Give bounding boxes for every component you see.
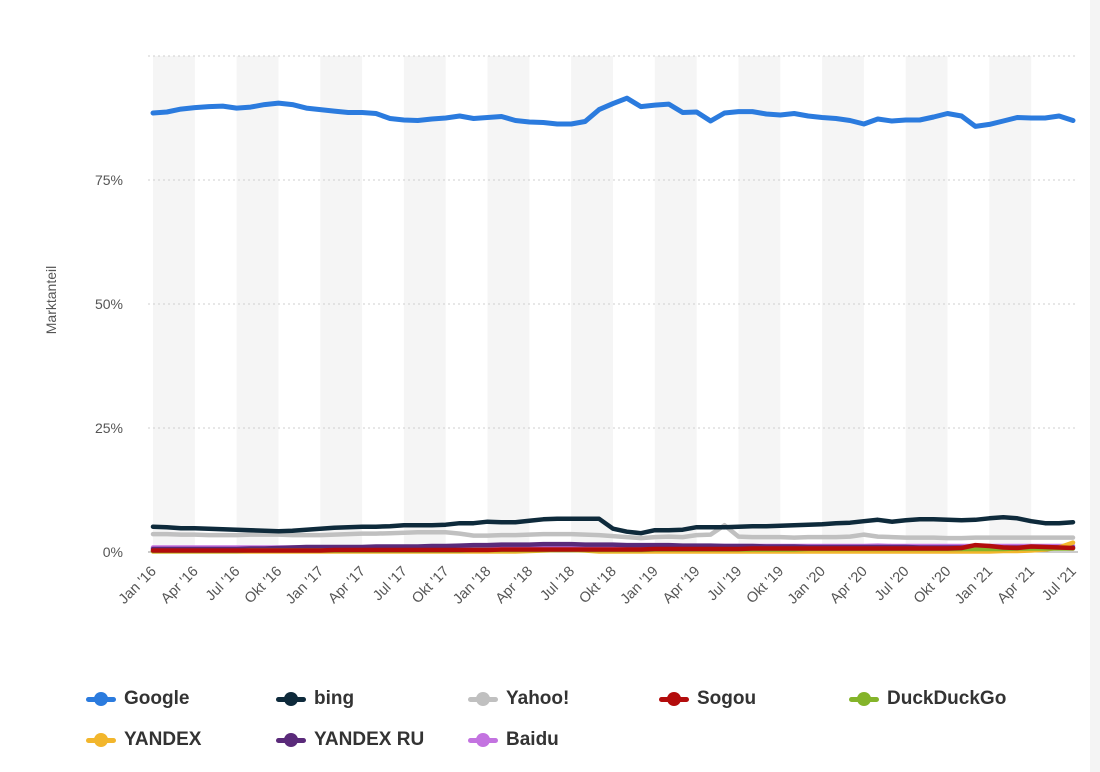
legend-swatch-icon [468, 692, 498, 706]
legend-label: DuckDuckGo [887, 688, 1007, 709]
legend-swatch-icon [86, 733, 116, 747]
y-axis-label: Marktanteil [43, 266, 59, 334]
x-tick-label: Apr '21 [995, 564, 1038, 607]
legend-swatch-icon [86, 692, 116, 706]
legend-item-duckduckgo[interactable]: DuckDuckGo [849, 682, 1006, 716]
legend-item-bing[interactable]: bing [276, 682, 354, 716]
x-tick-label: Jan '20 [785, 564, 829, 608]
x-tick-label: Okt '16 [242, 564, 285, 607]
legend-item-baidu[interactable]: Baidu [468, 723, 559, 757]
x-tick-label: Jul '21 [1039, 564, 1080, 605]
y-tick-label: 50% [95, 296, 123, 312]
background-band [320, 56, 363, 552]
x-tick-label: Apr '16 [158, 564, 201, 607]
series-line-yahoo[interactable] [150, 522, 1076, 541]
y-axis-ticks: 0% 25% 50% 75% [95, 172, 123, 560]
y-tick-label: 25% [95, 420, 123, 436]
x-tick-label: Jul '18 [537, 564, 578, 605]
legend-label: Google [124, 688, 190, 709]
legend-label: YANDEX RU [314, 729, 425, 750]
x-tick-label: Jan '19 [618, 564, 662, 608]
legend-label: YANDEX [124, 729, 202, 750]
legend-swatch-icon [276, 733, 306, 747]
series-line-google[interactable] [150, 95, 1076, 129]
x-tick-label: Jan '17 [283, 564, 327, 608]
legend-swatch-icon [659, 692, 689, 706]
x-tick-label: Okt '19 [744, 564, 787, 607]
series-lines [150, 95, 1076, 554]
legend-item-yahoo[interactable]: Yahoo! [468, 682, 569, 716]
x-tick-label: Apr '19 [660, 564, 703, 607]
legend-label: Sogou [697, 688, 757, 709]
legend-item-yandex[interactable]: YANDEX [86, 723, 201, 757]
right-edge-scrollbar[interactable] [1090, 0, 1100, 772]
x-tick-label: Jan '18 [450, 564, 494, 608]
background-band [236, 56, 279, 552]
x-tick-label: Apr '20 [827, 564, 870, 607]
legend-label: Yahoo! [506, 688, 570, 709]
legend-label: Baidu [506, 729, 559, 750]
background-band [905, 56, 948, 552]
x-tick-label: Jul '17 [370, 564, 411, 605]
y-tick-label: 0% [103, 544, 123, 560]
background-band [571, 56, 613, 552]
x-tick-label: Okt '20 [911, 564, 954, 607]
legend-swatch-icon [276, 692, 306, 706]
x-tick-label: Jan '16 [116, 564, 160, 608]
x-tick-label: Apr '17 [325, 564, 368, 607]
x-tick-label: Apr '18 [493, 564, 536, 607]
legend-item-google[interactable]: Google [86, 682, 189, 716]
series-line-bing[interactable] [150, 515, 1076, 536]
x-tick-label: Okt '17 [409, 564, 452, 607]
legend-label: bing [314, 688, 355, 709]
series-line-sogou[interactable] [150, 542, 1076, 553]
x-tick-label: Jan '21 [952, 564, 996, 608]
x-tick-label: Jul '16 [203, 564, 244, 605]
legend-swatch-icon [849, 692, 879, 706]
background-band [654, 56, 697, 552]
legend-item-sogou[interactable]: Sogou [659, 682, 756, 716]
legend-swatch-icon [468, 733, 498, 747]
x-tick-label: Jul '19 [705, 564, 746, 605]
x-tick-label: Okt '18 [576, 564, 619, 607]
y-tick-label: 75% [95, 172, 123, 188]
x-tick-label: Jul '20 [872, 564, 913, 605]
legend-item-yandex-ru[interactable]: YANDEX RU [276, 723, 424, 757]
